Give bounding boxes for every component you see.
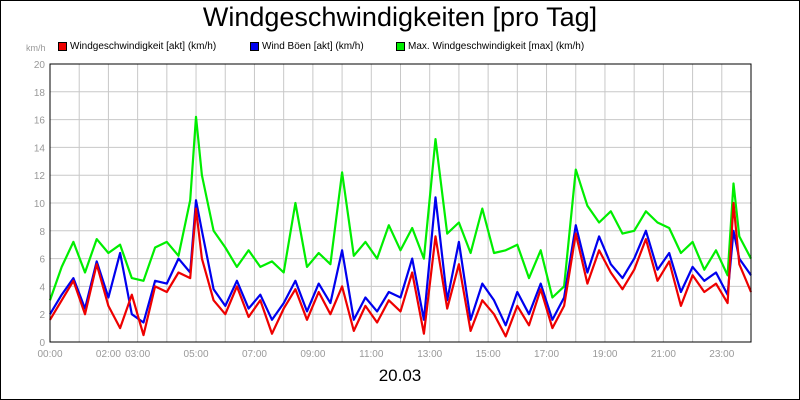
y-tick-label: 8 <box>39 227 45 238</box>
legend-label-akt: Windgeschwindigkeit [akt] (km/h) <box>70 40 217 52</box>
legend-label-max: Max. Windgeschwindigkeit [max] (km/h) <box>408 40 585 52</box>
x-tick-label: 19:00 <box>592 349 617 360</box>
chart-title: Windgeschwindigkeiten [pro Tag] <box>202 2 598 32</box>
y-tick-label: 10 <box>34 199 46 210</box>
legend-swatch-blue <box>250 41 259 51</box>
x-tick-label: 09:00 <box>300 349 325 360</box>
plot-border <box>49 63 752 343</box>
y-tick-label: 2 <box>39 310 45 321</box>
x-tick-label: 17:00 <box>534 349 559 360</box>
y-tick-label: 0 <box>39 338 45 349</box>
legend-swatch-green <box>396 41 405 51</box>
y-tick-label: 4 <box>39 282 45 293</box>
legend-item-akt: Windgeschwindigkeit [akt] (km/h) <box>58 39 216 53</box>
x-tick-label: 00:00 <box>37 349 62 360</box>
legend-item-max: Max. Windgeschwindigkeit [max] (km/h) <box>396 39 584 53</box>
x-tick-label: 07:00 <box>242 349 267 360</box>
x-tick-label: 11:00 <box>359 349 384 360</box>
y-axis-unit: km/h <box>26 43 46 53</box>
x-tick-label: 03:00 <box>125 349 150 360</box>
x-tick-label: 05:00 <box>184 349 209 360</box>
legend-item-boeen: Wind Böen [akt] (km/h) <box>250 39 364 53</box>
y-tick-label: 20 <box>34 60 46 71</box>
series-line-akt <box>49 201 753 338</box>
x-tick-label: 21:00 <box>651 349 676 360</box>
y-tick-label: 14 <box>34 143 46 154</box>
x-tick-label: 02:00 <box>96 349 121 360</box>
date-label: 20.03 <box>378 366 422 385</box>
legend-swatch-red <box>58 41 67 51</box>
x-tick-label: 13:00 <box>417 349 442 360</box>
y-tick-label: 6 <box>39 255 45 266</box>
series-line-boeen <box>49 196 752 327</box>
y-tick-label: 16 <box>34 116 46 127</box>
legend-label-boeen: Wind Böen [akt] (km/h) <box>262 40 364 52</box>
x-tick-label: 15:00 <box>476 349 501 360</box>
y-tick-label: 18 <box>34 88 46 99</box>
series-line-max <box>48 115 752 301</box>
x-tick-label: 23:00 <box>709 349 734 360</box>
y-tick-label: 12 <box>34 171 46 182</box>
